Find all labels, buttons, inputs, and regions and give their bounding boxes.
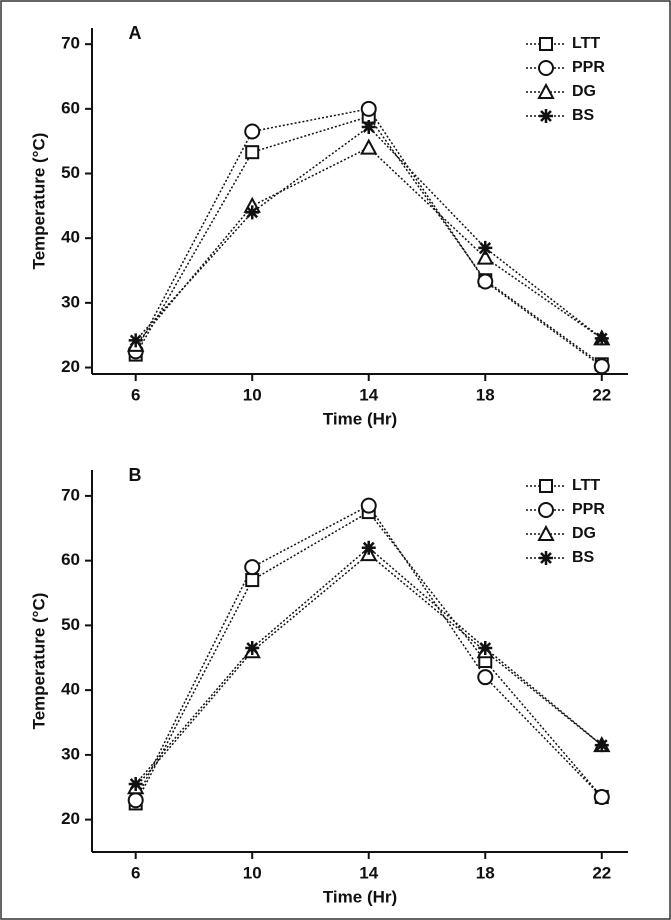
y-tick-label: 20 bbox=[61, 357, 80, 376]
legend-label: PPR bbox=[572, 59, 605, 76]
marker-triangle bbox=[476, 248, 494, 265]
y-tick-label: 20 bbox=[61, 809, 80, 828]
x-axis-title: Time (Hr) bbox=[323, 887, 397, 906]
x-tick-label: 18 bbox=[476, 863, 495, 882]
marker-star bbox=[361, 119, 376, 134]
y-tick-label: 70 bbox=[61, 485, 80, 504]
legend-marker bbox=[539, 109, 553, 123]
marker-star bbox=[128, 333, 143, 348]
marker-triangle bbox=[360, 138, 378, 155]
y-tick-label: 50 bbox=[61, 163, 80, 182]
legend-marker bbox=[539, 551, 553, 565]
x-tick-label: 18 bbox=[476, 385, 495, 404]
x-tick-label: 10 bbox=[243, 863, 262, 882]
panel-label: A bbox=[129, 23, 142, 43]
legend-label: DG bbox=[572, 525, 596, 542]
legend-label: BS bbox=[572, 107, 595, 124]
x-tick-label: 14 bbox=[359, 863, 378, 882]
x-tick-label: 14 bbox=[359, 385, 378, 404]
y-tick-label: 60 bbox=[61, 98, 80, 117]
legend-label: DG bbox=[572, 83, 596, 100]
marker-star bbox=[245, 641, 260, 656]
marker-circle bbox=[477, 669, 494, 686]
marker-star bbox=[361, 540, 376, 555]
legend-marker bbox=[538, 60, 554, 76]
marker-circle bbox=[593, 358, 610, 375]
series-line bbox=[135, 146, 603, 346]
y-tick-label: 70 bbox=[61, 34, 80, 53]
marker-star bbox=[128, 777, 143, 792]
marker-star bbox=[478, 240, 493, 255]
legend-label: LTT bbox=[572, 477, 600, 494]
y-tick-label: 50 bbox=[61, 615, 80, 634]
marker-circle bbox=[593, 788, 610, 805]
y-tick-label: 40 bbox=[61, 680, 80, 699]
y-tick-label: 40 bbox=[61, 228, 80, 247]
marker-star bbox=[245, 205, 260, 220]
legend-marker bbox=[537, 524, 555, 541]
series-line bbox=[135, 115, 603, 365]
y-axis-title: Temperature (°C) bbox=[29, 133, 48, 270]
y-tick-label: 30 bbox=[61, 744, 80, 763]
legend-marker bbox=[538, 502, 554, 518]
y-axis-title: Temperature (°C) bbox=[29, 593, 48, 730]
legend-marker bbox=[537, 82, 555, 99]
x-tick-label: 22 bbox=[592, 385, 611, 404]
marker-star bbox=[478, 641, 493, 656]
marker-star bbox=[594, 331, 609, 346]
legend-marker bbox=[539, 37, 553, 51]
panel-label: B bbox=[129, 465, 142, 485]
marker-square bbox=[245, 145, 260, 160]
marker-circle bbox=[244, 123, 261, 140]
legend-marker bbox=[539, 479, 553, 493]
marker-star bbox=[594, 738, 609, 753]
y-tick-label: 60 bbox=[61, 550, 80, 569]
x-tick-label: 22 bbox=[592, 863, 611, 882]
y-tick-label: 30 bbox=[61, 292, 80, 311]
marker-circle bbox=[477, 273, 494, 290]
legend-label: BS bbox=[572, 549, 595, 566]
marker-circle bbox=[127, 792, 144, 809]
legend-label: PPR bbox=[572, 501, 605, 518]
x-axis-title: Time (Hr) bbox=[323, 409, 397, 428]
marker-circle bbox=[360, 100, 377, 117]
x-tick-label: 10 bbox=[243, 385, 262, 404]
legend-label: LTT bbox=[572, 35, 600, 52]
series-line bbox=[135, 108, 603, 367]
marker-circle bbox=[244, 559, 261, 576]
x-tick-label: 6 bbox=[131, 385, 140, 404]
series-line bbox=[135, 553, 603, 788]
marker-square bbox=[245, 573, 260, 588]
marker-circle bbox=[360, 497, 377, 514]
x-tick-label: 6 bbox=[131, 863, 140, 882]
